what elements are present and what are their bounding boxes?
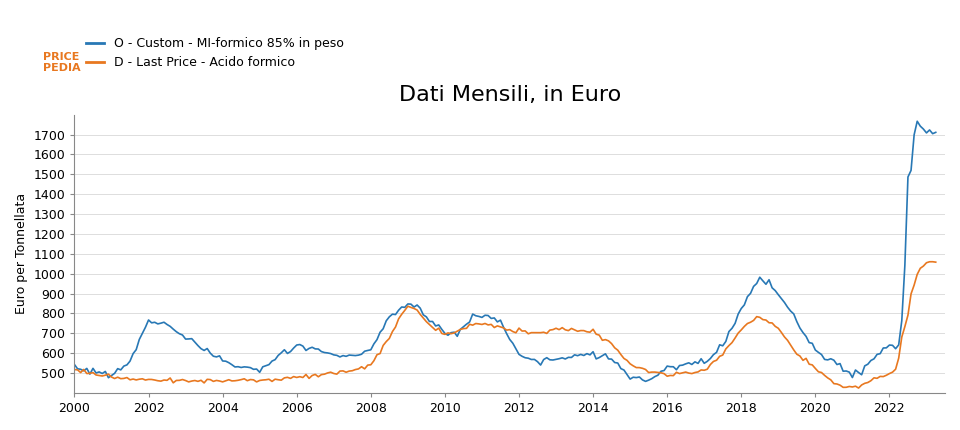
D - Last Price - Acido formico [852,385,864,390]
D - Last Price - Acido formico [930,260,942,265]
D - Last Price - Acido formico [600,337,612,342]
O - Custom - MI-formico 85% in peso [639,379,651,384]
D - Last Price - Acido formico [927,259,939,264]
Y-axis label: Euro per Tonnellata: Euro per Tonnellata [15,193,28,314]
D - Last Price - Acido formico [560,327,571,332]
O - Custom - MI-formico 85% in peso [930,130,942,135]
D - Last Price - Acido formico [785,343,797,348]
Line: D - Last Price - Acido formico: D - Last Price - Acido formico [75,262,936,388]
O - Custom - MI-formico 85% in peso [600,351,612,356]
Title: Dati Mensili, in Euro: Dati Mensili, in Euro [398,85,621,105]
O - Custom - MI-formico 85% in peso [788,311,800,316]
O - Custom - MI-formico 85% in peso [781,304,793,310]
O - Custom - MI-formico 85% in peso [911,119,923,124]
Line: O - Custom - MI-formico 85% in peso: O - Custom - MI-formico 85% in peso [75,121,936,381]
D - Last Price - Acido formico [202,377,213,382]
O - Custom - MI-formico 85% in peso [69,362,81,367]
O - Custom - MI-formico 85% in peso [482,313,493,318]
D - Last Price - Acido formico [779,335,790,340]
O - Custom - MI-formico 85% in peso [202,346,213,351]
O - Custom - MI-formico 85% in peso [560,356,571,362]
D - Last Price - Acido formico [69,367,81,372]
D - Last Price - Acido formico [482,322,493,328]
Text: PRICE
PEDIA: PRICE PEDIA [43,52,81,73]
Legend: O - Custom - MI-formico 85% in peso, D - Last Price - Acido formico: O - Custom - MI-formico 85% in peso, D -… [81,32,349,74]
